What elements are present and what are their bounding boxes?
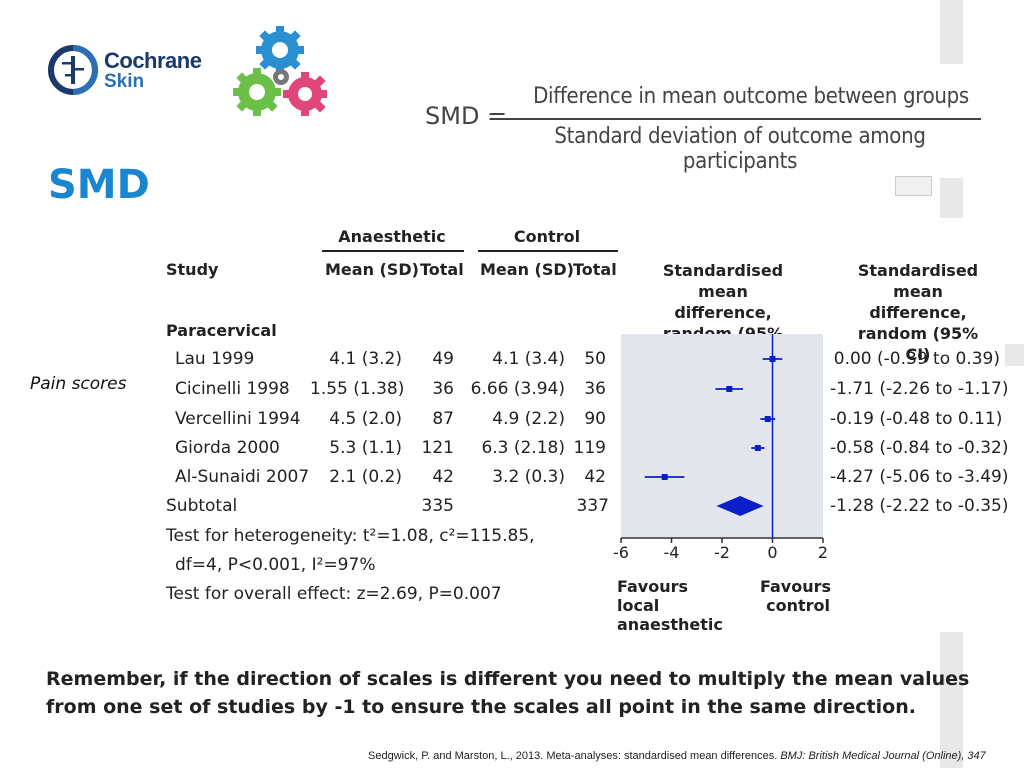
subtotal-total-b: 337 bbox=[576, 496, 609, 516]
cochrane-mark-icon bbox=[48, 45, 98, 95]
row-mean-a: 1.55 (1.38) bbox=[310, 379, 405, 399]
overall-effect: Test for overall effect: z=2.69, P=0.007 bbox=[166, 584, 502, 604]
favours-right-label: Favours control bbox=[760, 577, 832, 615]
group-b-header: Control bbox=[513, 227, 581, 246]
footer-note: Remember, if the direction of scales is … bbox=[46, 668, 970, 718]
x-tick-label: -2 bbox=[714, 543, 730, 562]
point-estimate bbox=[764, 416, 771, 422]
row-total-b: 42 bbox=[584, 467, 606, 487]
citation: Sedgwick, P. and Marston, L., 2013. Meta… bbox=[368, 750, 986, 762]
row-ci: 0.00 (-0.39 to 0.39) bbox=[833, 349, 1000, 369]
row-mean-b: 6.66 (3.94) bbox=[470, 379, 565, 399]
row-study: Lau 1999 bbox=[175, 349, 255, 369]
col-ci-header: Standardised mean difference, random (95… bbox=[857, 261, 979, 364]
row-study: Al-Sunaidi 2007 bbox=[175, 467, 310, 487]
row-mean-b: 6.3 (2.18) bbox=[481, 438, 565, 458]
x-tick-label: 0 bbox=[767, 543, 777, 562]
subtotal-total-a: 335 bbox=[421, 496, 454, 516]
decor-right-tab bbox=[1005, 344, 1024, 366]
formula-denominator: Standard deviation of outcome among part… bbox=[554, 124, 926, 174]
gears-emblem-icon bbox=[233, 26, 327, 116]
col-total-b-header: Total bbox=[573, 260, 617, 279]
citation-text: Sedgwick, P. and Marston, L., 2013. Meta… bbox=[368, 750, 778, 762]
col-mean-b-header: Mean (SD) bbox=[480, 260, 574, 279]
favours-left-label: Favours local anaesthetic bbox=[617, 577, 723, 634]
logo-line-1: Cochrane bbox=[104, 48, 202, 73]
row-total-b: 90 bbox=[584, 409, 606, 429]
group-a-rule bbox=[322, 250, 464, 252]
row-mean-a: 4.1 (3.2) bbox=[329, 349, 402, 369]
subtotal-ci: -1.28 (-2.22 to -0.35) bbox=[830, 496, 1009, 516]
formula-fraction-bar bbox=[497, 118, 981, 120]
row-ci: -0.58 (-0.84 to -0.32) bbox=[830, 438, 1009, 458]
row-study: Cicinelli 1998 bbox=[175, 379, 290, 399]
decor-square bbox=[895, 176, 932, 196]
decor-bar-top bbox=[940, 0, 963, 64]
row-total-b: 50 bbox=[584, 349, 606, 369]
pain-scores-label: Pain scores bbox=[30, 374, 127, 394]
row-total-a: 121 bbox=[421, 438, 454, 458]
row-total-b: 119 bbox=[573, 438, 606, 458]
decor-bar-mid bbox=[940, 178, 963, 218]
row-mean-a: 4.5 (2.0) bbox=[329, 409, 402, 429]
x-tick-label: 2 bbox=[818, 543, 828, 562]
row-total-a: 42 bbox=[432, 467, 454, 487]
smd-formula: SMD = Difference in mean outcome between… bbox=[425, 84, 995, 174]
col-total-a-header: Total bbox=[420, 260, 464, 279]
heterogeneity-line-1: Test for heterogeneity: t²=1.08, c²=115.… bbox=[166, 526, 535, 546]
cochrane-logo: Cochrane Skin bbox=[48, 44, 202, 96]
group-b-rule bbox=[478, 250, 618, 252]
row-total-b: 36 bbox=[584, 379, 606, 399]
row-ci: -1.71 (-2.26 to -1.17) bbox=[830, 379, 1009, 399]
formula-lhs: SMD = bbox=[425, 102, 508, 130]
pooled-diamond bbox=[716, 496, 764, 516]
x-tick-label: -6 bbox=[613, 543, 629, 562]
point-estimate bbox=[661, 474, 668, 480]
section-paracervical: Paracervical bbox=[166, 321, 277, 340]
page-title: SMD bbox=[48, 162, 150, 208]
row-ci: -4.27 (-5.06 to -3.49) bbox=[830, 467, 1009, 487]
col-study-header: Study bbox=[166, 260, 219, 279]
row-study: Giorda 2000 bbox=[175, 438, 280, 458]
formula-numerator: Difference in mean outcome between group… bbox=[533, 84, 969, 109]
forest-plot: -6 -4 -2 0 2 bbox=[613, 334, 828, 562]
gear-pink-icon bbox=[283, 72, 327, 116]
row-total-a: 49 bbox=[432, 349, 454, 369]
gear-grey-icon bbox=[273, 69, 289, 85]
point-estimate bbox=[726, 386, 733, 392]
decor-bar-bottom bbox=[940, 632, 963, 768]
row-mean-b: 4.9 (2.2) bbox=[492, 409, 565, 429]
row-mean-a: 5.3 (1.1) bbox=[329, 438, 402, 458]
row-mean-b: 3.2 (0.3) bbox=[492, 467, 565, 487]
citation-journal: BMJ: British Medical Journal (Online), 3… bbox=[780, 750, 986, 762]
heterogeneity-line-2: df=4, P<0.001, I²=97% bbox=[175, 555, 376, 575]
x-tick-label: -4 bbox=[664, 543, 680, 562]
gear-blue-icon bbox=[256, 26, 304, 74]
point-estimate bbox=[754, 445, 761, 451]
row-mean-a: 2.1 (0.2) bbox=[329, 467, 402, 487]
row-ci: -0.19 (-0.48 to 0.11) bbox=[830, 409, 1003, 429]
col-mean-a-header: Mean (SD) bbox=[325, 260, 419, 279]
point-estimate bbox=[769, 356, 776, 362]
subtotal-label: Subtotal bbox=[166, 496, 238, 516]
row-study: Vercellini 1994 bbox=[175, 409, 301, 429]
group-a-header: Anaesthetic bbox=[338, 227, 446, 246]
row-mean-b: 4.1 (3.4) bbox=[492, 349, 565, 369]
logo-line-2: Skin bbox=[104, 71, 145, 92]
row-total-a: 87 bbox=[432, 409, 454, 429]
row-total-a: 36 bbox=[432, 379, 454, 399]
